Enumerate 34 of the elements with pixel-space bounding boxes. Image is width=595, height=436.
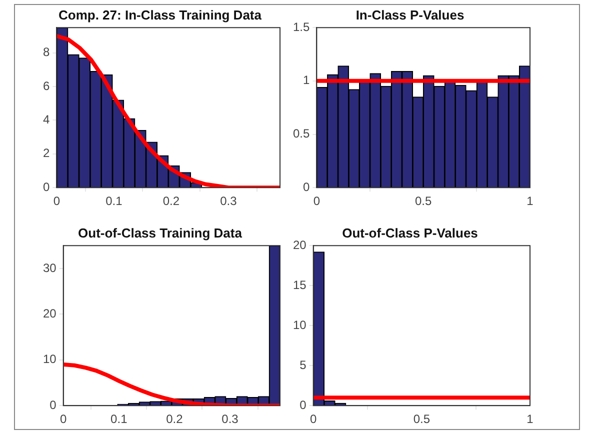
y-tick-label: 20 (42, 306, 57, 320)
y-tick-label: 6 (42, 78, 50, 93)
y-tick-label: 1.5 (292, 20, 310, 34)
y-tick-label: 1 (302, 73, 310, 88)
y-tick-label: 2 (42, 146, 50, 160)
chart-title: Out-of-Class Training Data (78, 225, 243, 240)
x-tick-label: 0.2 (166, 412, 184, 426)
chart-title: Comp. 27: In-Class Training Data (58, 7, 262, 22)
x-tick-label: 0.2 (162, 194, 180, 208)
y-tick-label: 15 (292, 278, 307, 292)
y-tick-label: 8 (42, 45, 50, 60)
x-tick-label: 0 (60, 412, 68, 426)
chart-title: Out-of-Class P-Values (342, 225, 478, 240)
chart-title: In-Class P-Values (356, 7, 464, 22)
x-tick-label: 0 (313, 194, 320, 208)
y-tick-label: 0 (300, 398, 307, 412)
x-tick-label: 0.3 (220, 194, 238, 208)
y-tick-label: 0 (42, 180, 50, 194)
x-tick-label: 0.5 (414, 194, 432, 208)
y-tick-label: 4 (42, 112, 50, 127)
y-tick-label: 10 (292, 318, 307, 332)
x-tick-label: 0.5 (413, 412, 430, 426)
y-tick-label: 5 (300, 358, 307, 372)
y-tick-label: 0 (302, 180, 310, 194)
y-tick-label: 30 (42, 260, 57, 275)
y-tick-label: 20 (292, 238, 307, 252)
x-tick-label: 0.1 (106, 194, 123, 208)
x-tick-label: 0.1 (110, 412, 128, 426)
y-tick-label: 0.5 (292, 126, 310, 141)
y-tick-label: 10 (42, 352, 57, 366)
x-tick-label: 1 (526, 194, 534, 208)
x-tick-label: 0.3 (222, 412, 239, 426)
x-tick-label: 1 (526, 412, 534, 426)
y-tick-label: 0 (50, 398, 57, 412)
